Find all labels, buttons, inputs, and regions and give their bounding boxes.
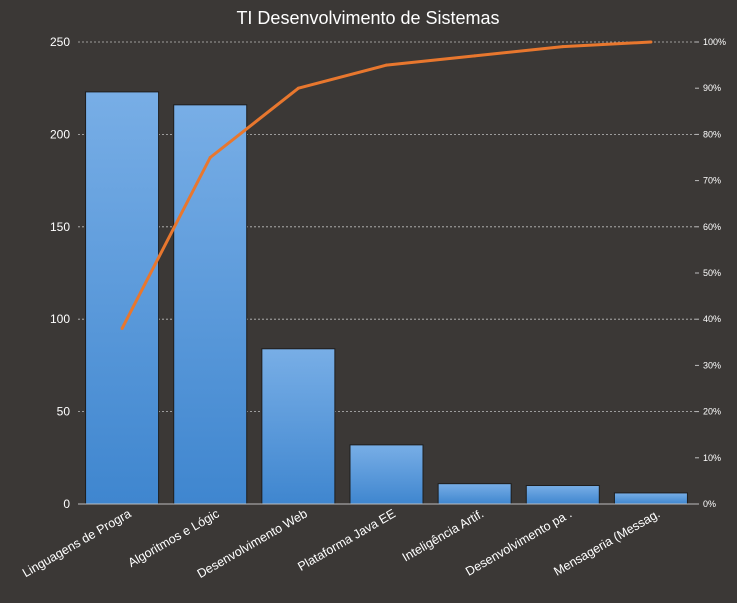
bar: [349, 444, 424, 505]
bar: [525, 485, 600, 505]
y-tick-label: 0: [63, 497, 70, 511]
y-tick-label: 200: [50, 127, 70, 141]
bar: [261, 348, 336, 505]
cumulative-point: [649, 40, 653, 44]
y2-tick-label: 10%: [703, 453, 721, 463]
y2-tick-label: 30%: [703, 360, 721, 370]
y2-tick-label: 40%: [703, 314, 721, 324]
x-tick-label: Inteligência Artif.: [400, 506, 486, 564]
y2-tick-label: 60%: [703, 222, 721, 232]
y2-tick-label: 90%: [703, 83, 721, 93]
y2-tick-label: 100%: [703, 37, 726, 47]
cumulative-point: [296, 86, 300, 90]
bar: [613, 492, 688, 505]
y2-tick-label: 0%: [703, 499, 716, 509]
cumulative-point: [561, 45, 565, 49]
y-tick-label: 50: [57, 405, 71, 419]
y2-tick-label: 20%: [703, 407, 721, 417]
cumulative-point: [385, 63, 388, 67]
bar: [85, 91, 160, 505]
y2-tick-label: 70%: [703, 176, 721, 186]
y2-tick-label: 80%: [703, 129, 721, 139]
x-tick-label: Plataforma Java EE: [295, 506, 398, 573]
y-tick-label: 100: [50, 312, 70, 326]
cumulative-point: [473, 54, 477, 58]
y-tick-label: 150: [50, 220, 70, 234]
y2-tick-label: 50%: [703, 268, 721, 278]
bar: [173, 104, 248, 505]
cumulative-point: [208, 156, 212, 159]
x-tick-label: Linguagens de Progra: [20, 506, 134, 580]
chart-title: TI Desenvolvimento de Sistemas: [236, 8, 499, 28]
y-tick-label: 250: [50, 35, 70, 49]
bar: [437, 483, 512, 505]
x-tick-label: Algoritmos e Lógic: [126, 506, 222, 570]
cumulative-point: [120, 326, 124, 330]
